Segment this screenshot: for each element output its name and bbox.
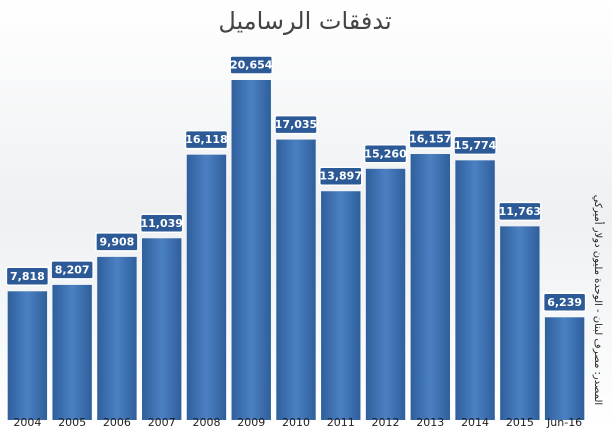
value-label: 15,774 [454, 139, 497, 152]
bar [231, 80, 271, 420]
x-tick-label: 2009 [237, 416, 265, 429]
value-label: 9,908 [100, 235, 135, 248]
value-label: 11,763 [499, 205, 541, 218]
value-label: 16,118 [185, 133, 227, 146]
x-tick-label: 2005 [58, 416, 86, 429]
value-label-box [453, 135, 497, 156]
value-label-box [363, 144, 408, 164]
bar [365, 168, 406, 420]
value-label-box [319, 166, 363, 186]
x-tick-label: Jun-16 [546, 416, 582, 429]
value-label: 7,818 [10, 270, 45, 283]
bar [141, 238, 182, 420]
value-label: 20,654 [230, 59, 273, 72]
bar [97, 256, 137, 420]
value-label-box [184, 129, 229, 150]
bar [276, 139, 316, 421]
bar [544, 317, 585, 420]
value-label-box [5, 266, 50, 287]
value-label: 8,207 [55, 263, 90, 276]
axis-label: المصدر: مصرف لبنان - الوحدة مليون دولار … [592, 195, 605, 405]
x-tick-label: 2008 [192, 416, 220, 429]
bar [455, 160, 495, 420]
x-tick-label: 2015 [506, 416, 534, 429]
value-label: 6,239 [547, 296, 582, 309]
value-label-box [498, 201, 542, 222]
bar [321, 191, 361, 420]
x-tick-label: 2013 [416, 416, 444, 429]
bar [410, 154, 451, 421]
x-tick-label: 2006 [103, 416, 131, 429]
value-label-box [542, 292, 587, 313]
bar [7, 291, 48, 420]
x-tick-label: 2014 [461, 416, 489, 429]
value-label-box [274, 114, 318, 135]
bar [500, 226, 540, 420]
value-label: 11,039 [140, 217, 182, 230]
chart-title: تدفقات الرساميل [218, 7, 391, 35]
value-label: 13,897 [320, 170, 362, 183]
x-tick-label: 2004 [13, 416, 41, 429]
value-label: 17,035 [275, 118, 317, 131]
value-label-box [139, 213, 184, 234]
value-label-box [229, 55, 273, 75]
bar [52, 284, 92, 420]
x-tick-label: 2007 [148, 416, 176, 429]
value-label-box [95, 232, 139, 252]
bar [186, 154, 227, 420]
x-tick-label: 2011 [327, 416, 355, 429]
value-label: 15,260 [364, 147, 407, 160]
value-label-box [408, 129, 453, 149]
x-tick-label: 2010 [282, 416, 310, 429]
value-label-box [50, 260, 94, 280]
x-tick-label: 2012 [372, 416, 400, 429]
value-label: 16,157 [409, 133, 451, 146]
